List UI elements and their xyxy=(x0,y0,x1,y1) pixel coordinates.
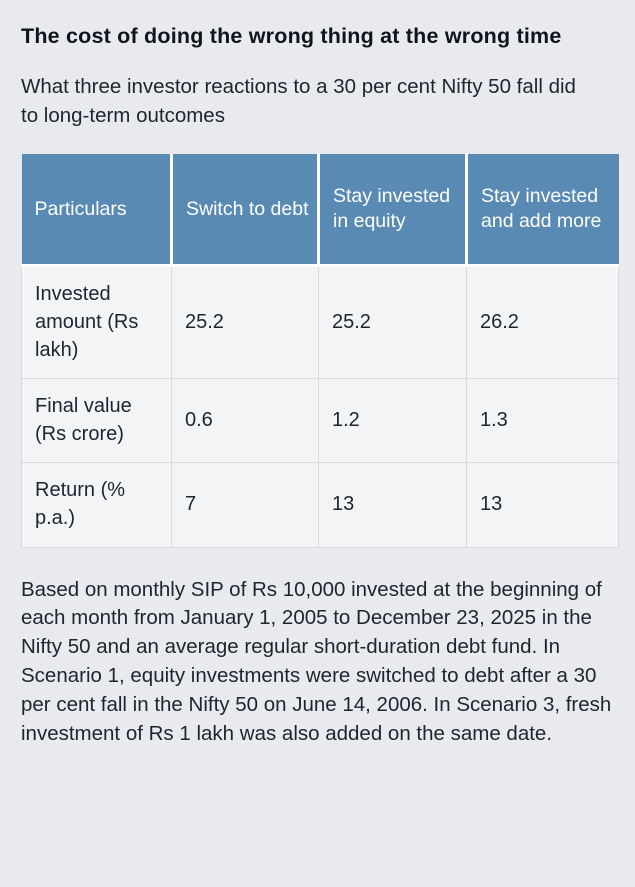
footnote: Based on monthly SIP of Rs 10,000 invest… xyxy=(21,577,612,745)
page-subtitle: What three investor reactions to a 30 pe… xyxy=(21,74,576,127)
table-row-return: Return (% p.a.) 7 13 13 xyxy=(21,462,619,548)
value-cell: 25.2 xyxy=(318,265,467,380)
row-label: Return (% p.a.) xyxy=(21,462,172,548)
table-row-invested-amount: Invested amount (Rs lakh) 25.2 25.2 26.2 xyxy=(21,265,619,380)
row-label: Final value (Rs crore) xyxy=(21,378,172,464)
value-cell: 25.2 xyxy=(171,265,319,380)
value-cell: 0.6 xyxy=(171,378,319,464)
column-header-stay-invested-add-more: Stay invested and add more xyxy=(465,153,619,268)
value-cell: 13 xyxy=(466,462,619,548)
value-cell: 1.3 xyxy=(466,378,619,464)
row-label: Invested amount (Rs lakh) xyxy=(21,265,172,380)
value-cell: 7 xyxy=(171,462,319,548)
value-cell: 13 xyxy=(318,462,467,548)
column-header-particulars: Particulars xyxy=(21,153,172,268)
infographic-page: The cost of doing the wrong thing at the… xyxy=(21,24,619,745)
column-header-stay-invested-equity: Stay invested in equity xyxy=(317,153,467,268)
table-row-final-value: Final value (Rs crore) 0.6 1.2 1.3 xyxy=(21,378,619,464)
value-cell: 1.2 xyxy=(318,378,467,464)
table-header-row: Particulars Switch to debt Stay invested… xyxy=(21,153,619,268)
column-header-switch-to-debt: Switch to debt xyxy=(170,153,319,268)
value-cell: 26.2 xyxy=(466,265,619,380)
data-table: Particulars Switch to debt Stay invested… xyxy=(21,153,619,548)
page-title: The cost of doing the wrong thing at the… xyxy=(21,24,562,48)
